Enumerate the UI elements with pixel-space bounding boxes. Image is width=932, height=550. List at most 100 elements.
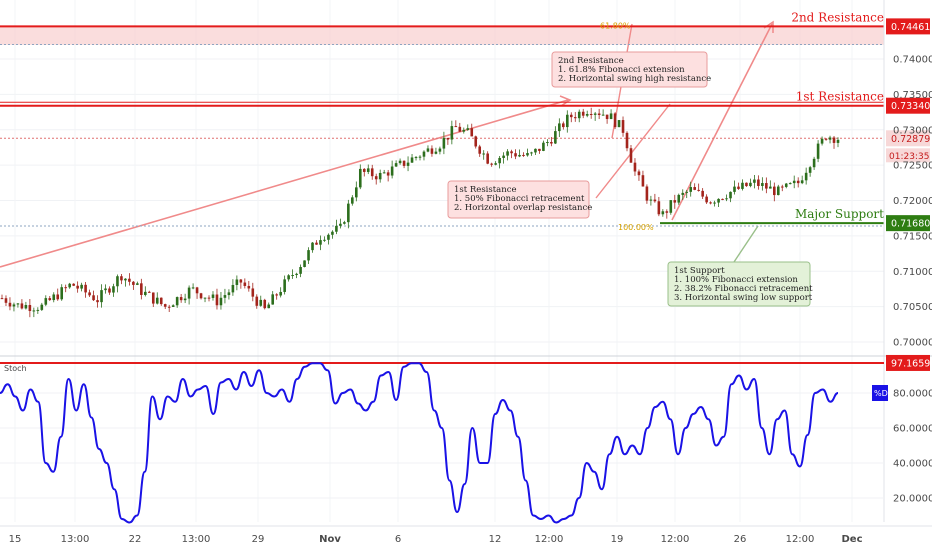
candle-body — [709, 202, 712, 204]
candle-body — [681, 192, 685, 195]
candle-body — [550, 142, 553, 144]
r2-note-title: 2nd Resistance — [558, 56, 624, 66]
candle-body — [20, 303, 24, 309]
candle-body — [104, 288, 107, 291]
candle-body — [569, 114, 573, 118]
candle-body — [120, 276, 123, 281]
time-tick-label: 12:00 — [535, 534, 564, 545]
candle-body — [526, 153, 529, 156]
candle-body — [267, 304, 271, 309]
candle-body — [773, 186, 776, 196]
candle-body — [609, 113, 613, 120]
rising-trendline[interactable] — [0, 99, 569, 268]
candle-body — [247, 285, 251, 289]
candle-body — [171, 305, 175, 307]
candle-body — [12, 304, 16, 307]
candle-body — [40, 304, 44, 310]
r2-note-box[interactable] — [551, 51, 708, 88]
candle-body — [741, 182, 744, 189]
candle-body — [729, 191, 732, 199]
candle-body — [657, 201, 661, 215]
candle-body — [307, 250, 310, 261]
candle-body — [8, 302, 12, 307]
candle-body — [283, 279, 286, 292]
candle-body — [187, 287, 191, 299]
candle-body — [717, 198, 720, 203]
candle-body — [191, 287, 195, 289]
price-tick-label: 0.72000 — [893, 196, 932, 207]
candle-body — [737, 186, 740, 189]
candle-body — [458, 126, 462, 132]
candle-body — [355, 187, 358, 198]
candle-body — [331, 231, 334, 235]
level-title-r2: 2nd Resistance — [791, 10, 884, 24]
candle-body — [697, 189, 700, 191]
candle-body — [211, 294, 215, 298]
candle-body — [522, 154, 525, 156]
candle-body — [466, 128, 470, 130]
candle-body — [128, 278, 131, 282]
candle-body — [625, 132, 629, 149]
stoch-level-value: 97.1659 — [891, 358, 930, 369]
resistance-zone — [0, 26, 884, 45]
candle-body — [780, 186, 784, 188]
candle-body — [28, 304, 32, 312]
candle-body — [259, 299, 263, 306]
s1-note-title: 1st Support — [674, 266, 725, 276]
r1-note-box[interactable] — [447, 180, 590, 219]
candle-body — [195, 287, 199, 294]
candle-body — [199, 293, 203, 299]
stoch-tick-label: 60.0000 — [893, 424, 932, 435]
candle-body — [327, 234, 330, 240]
candle-body — [116, 276, 119, 287]
price-tick-label: 0.71000 — [893, 267, 932, 278]
candle-body — [824, 138, 828, 140]
candle-body — [490, 163, 493, 165]
candle-body — [677, 194, 681, 203]
level-price-s1: 0.71680 — [891, 219, 930, 230]
candle-body — [597, 113, 601, 116]
r1-note-title: 1st Resistance — [454, 185, 517, 195]
candle-body — [108, 288, 111, 293]
candle-body — [36, 309, 40, 311]
candle-body — [454, 126, 458, 128]
candle-body — [617, 120, 621, 128]
candle-body — [426, 148, 430, 152]
candle-body — [358, 168, 362, 188]
price-tick-label: 0.70500 — [893, 302, 932, 313]
current-price-tag — [886, 130, 930, 147]
candle-body — [4, 298, 8, 303]
candle-body — [765, 183, 768, 189]
candle-body — [175, 297, 179, 306]
candle-body — [382, 172, 386, 174]
time-tick-label: 12 — [489, 534, 502, 545]
candle-body — [418, 156, 422, 158]
candle-body — [514, 153, 517, 157]
target-arrow[interactable] — [671, 23, 773, 221]
candle-body — [84, 284, 87, 293]
candle-body — [498, 157, 501, 164]
candle-body — [275, 294, 278, 296]
candle-body — [271, 294, 275, 305]
candle-body — [147, 291, 151, 293]
candle-body — [534, 148, 537, 153]
candle-body — [422, 151, 426, 157]
candle-body — [151, 292, 155, 304]
price-tick-label: 0.71500 — [893, 231, 932, 242]
time-tick-label: 13:00 — [182, 534, 211, 545]
candle-body — [398, 160, 402, 164]
candle-body — [243, 282, 247, 286]
candle-body — [486, 153, 489, 164]
candle-body — [828, 137, 832, 140]
candle-body — [414, 157, 418, 159]
stoch-title: Stoch — [4, 364, 27, 373]
candle-body — [613, 113, 617, 128]
s1-note-box[interactable] — [667, 261, 811, 307]
time-tick-label: 6 — [395, 534, 401, 545]
candle-body — [347, 203, 350, 223]
candle-body — [32, 310, 36, 312]
candle-body — [804, 172, 808, 181]
candle-body — [402, 160, 406, 166]
candle-body — [470, 128, 474, 137]
stochastic-pane: 80.0000 60.0000 40.0000 20.0000 97.1659 %D — [0, 354, 932, 524]
